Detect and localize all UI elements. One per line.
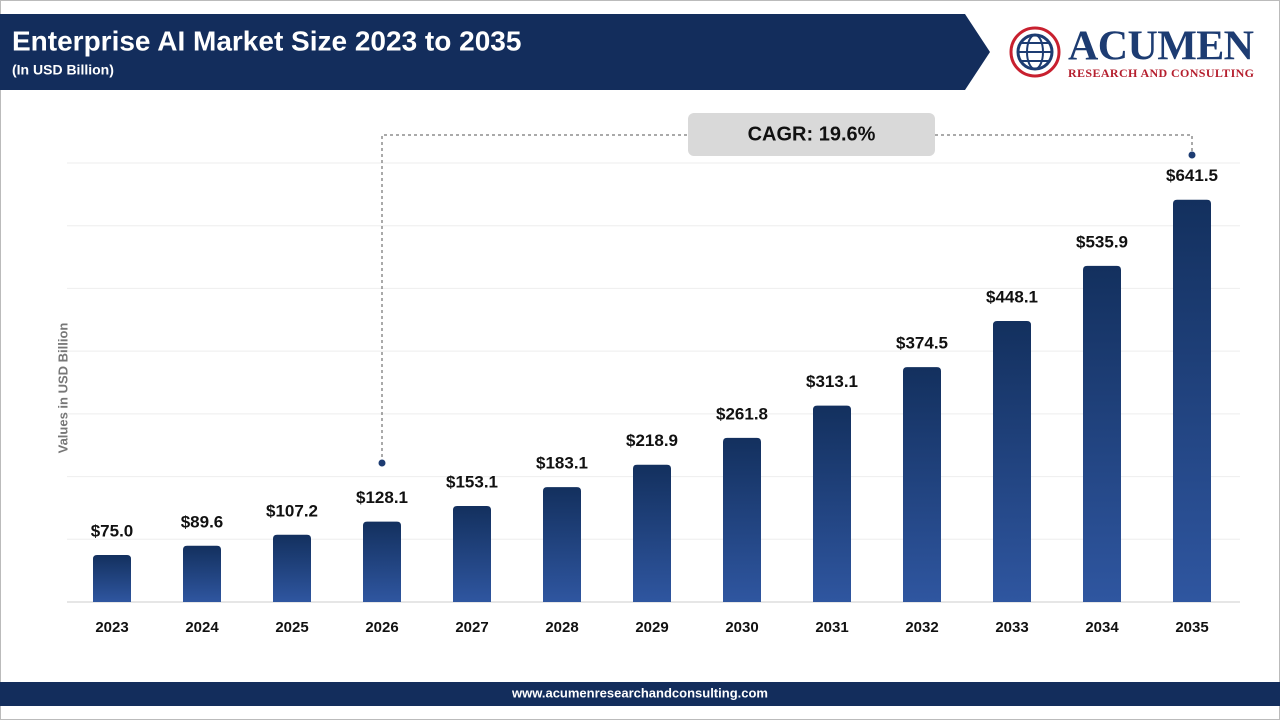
bar [813,405,851,602]
x-tick-label: 2023 [95,619,128,636]
cagr-dot [1188,151,1196,159]
x-tick-label: 2024 [185,619,219,636]
cagr-label: CAGR: 19.6% [748,123,876,145]
x-tick-label: 2029 [635,619,668,636]
bar [723,437,761,602]
data-label: $128.1 [356,488,408,507]
data-label: $153.1 [446,472,498,491]
cagr-connector [381,134,1193,463]
bar [363,521,401,602]
footer-url: www.acumenresearchandconsulting.com [511,685,768,700]
cagr-dot [378,459,386,467]
footer-band [0,682,1280,706]
bar [183,545,221,602]
data-label: $261.8 [716,404,768,423]
bar [93,554,131,602]
header-band [0,14,990,90]
bar [1173,199,1211,602]
cagr-box [688,113,935,156]
x-tick-label: 2032 [905,619,938,636]
bar [633,464,671,602]
data-label: $535.9 [1076,232,1128,251]
brand-tagline: RESEARCH AND CONSULTING [1068,66,1254,80]
bar [453,505,491,602]
y-axis-label: Values in USD Billion [55,323,70,454]
x-tick-label: 2025 [275,619,308,636]
data-label: $75.0 [91,521,134,540]
data-label: $89.6 [181,512,224,531]
bar [1083,265,1121,602]
data-label: $218.9 [626,431,678,450]
data-label: $313.1 [806,372,858,391]
x-tick-label: 2027 [455,619,488,636]
x-tick-label: 2034 [1085,619,1119,636]
bar [273,534,311,602]
data-label: $641.5 [1166,166,1218,185]
bar [903,367,941,602]
logo-globe [1009,26,1061,78]
data-label: $183.1 [536,454,588,473]
x-tick-label: 2028 [545,619,578,636]
bar [993,320,1031,602]
brand-name: ACUMEN [1068,24,1254,70]
bar [543,487,581,602]
x-tick-label: 2031 [815,619,848,636]
x-tick-label: 2030 [725,619,758,636]
x-tick-label: 2026 [365,619,398,636]
x-tick-label: 2033 [995,619,1028,636]
chart-subtitle: (In USD Billion) [12,62,114,78]
data-label: $448.1 [986,287,1038,306]
chart-title: Enterprise AI Market Size 2023 to 2035 [12,25,521,56]
x-tick-label: 2035 [1175,619,1208,636]
data-label: $107.2 [266,501,318,520]
data-label: $374.5 [896,334,948,353]
